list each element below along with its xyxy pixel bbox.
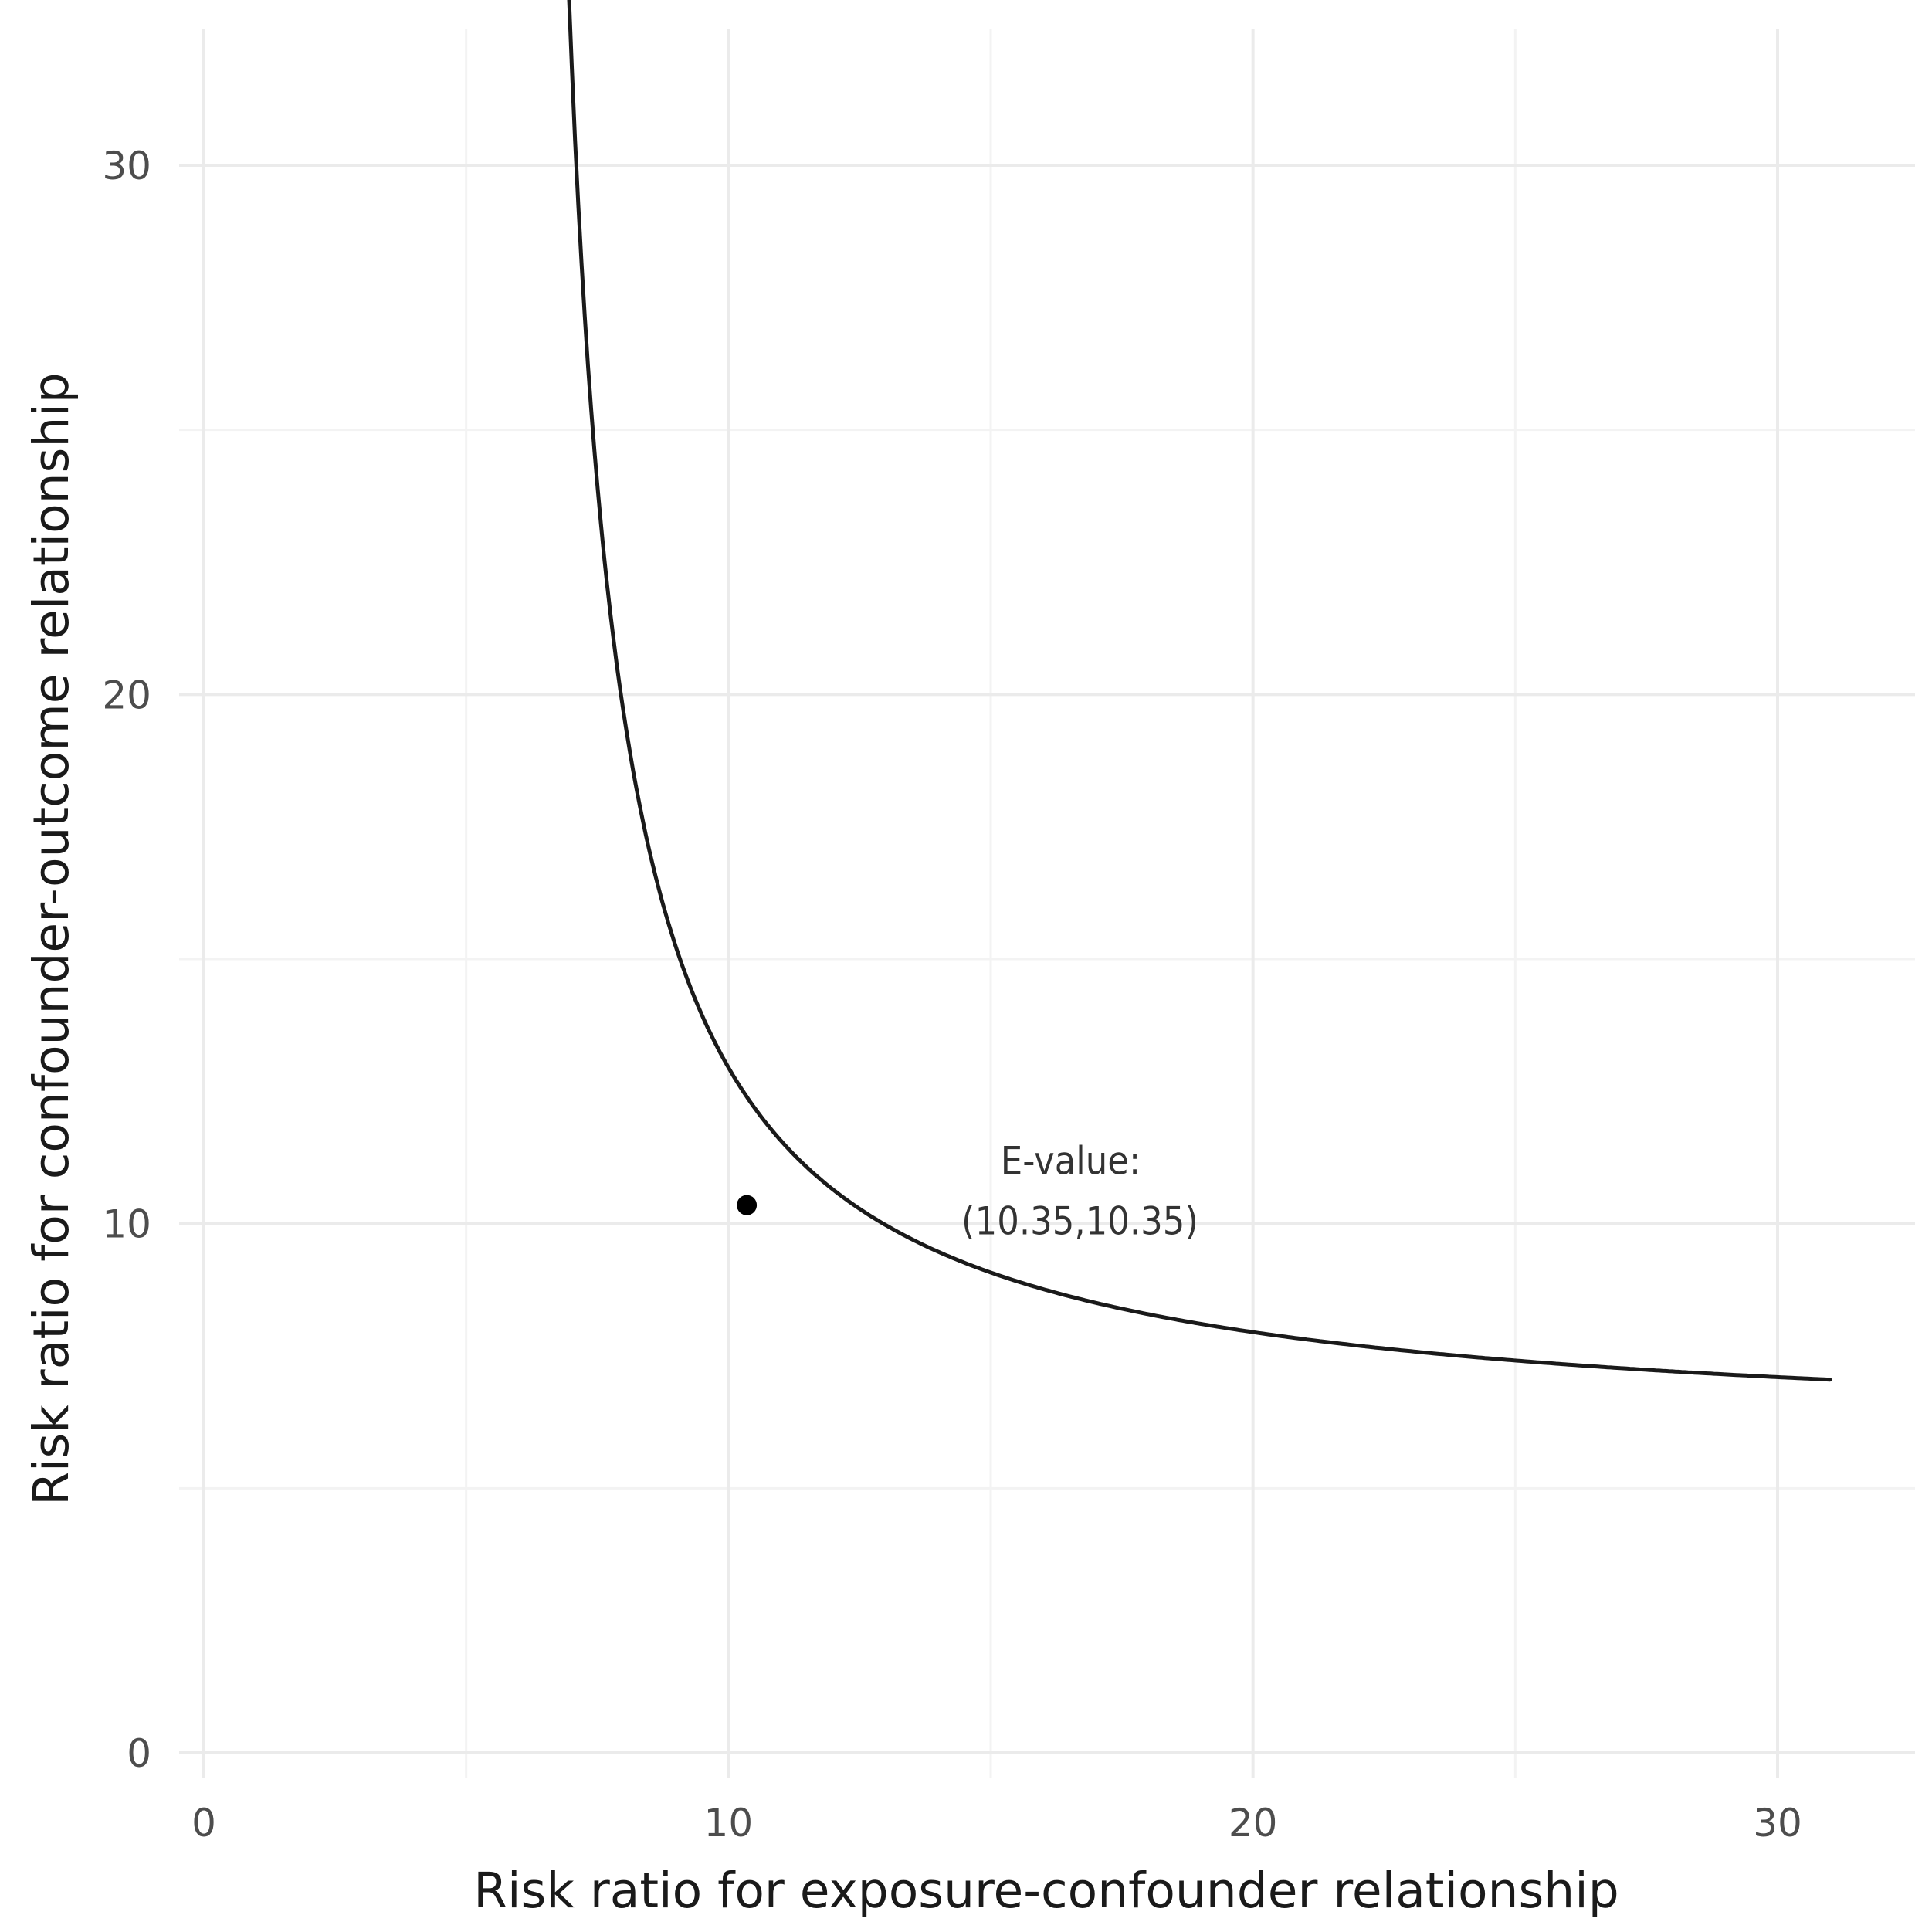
e-value-point <box>737 1195 758 1215</box>
annotation-e-value-label: E-value: <box>1001 1139 1141 1184</box>
tick-labels: 0 10 20 30 0 10 20 30 <box>102 144 1802 1846</box>
y-axis-title: Risk ratio for confounder-outcome relati… <box>23 372 80 1506</box>
y-tick-label: 0 <box>127 1731 151 1776</box>
x-axis-title: Risk ratio for exposure-confounder relat… <box>473 1863 1618 1919</box>
y-tick-label: 20 <box>102 673 151 717</box>
y-tick-label: 10 <box>102 1202 151 1247</box>
annotation-e-value-coordinates: (10.35,10.35) <box>961 1199 1198 1244</box>
x-tick-label: 20 <box>1229 1801 1278 1846</box>
x-tick-label: 10 <box>704 1801 754 1846</box>
grid-lines <box>179 29 1915 1778</box>
e-value-curve <box>567 0 1832 1382</box>
x-tick-label: 0 <box>192 1801 216 1846</box>
x-tick-label: 30 <box>1753 1801 1802 1846</box>
y-tick-label: 30 <box>102 144 151 188</box>
